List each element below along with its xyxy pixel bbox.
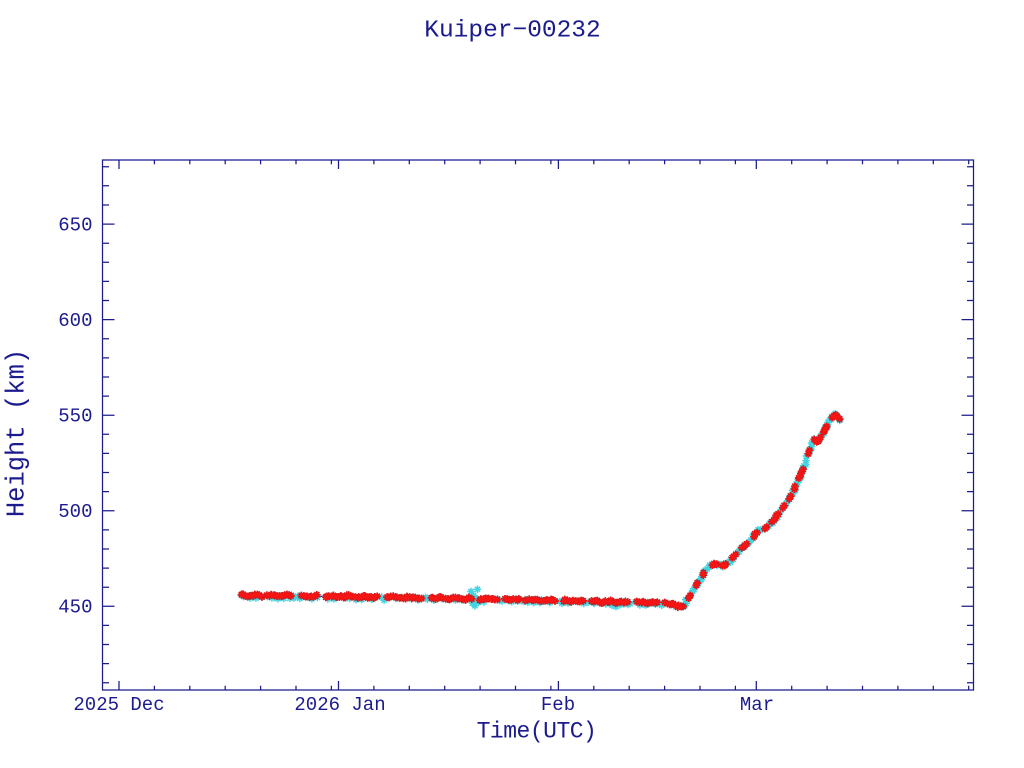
svg-text:2025 Dec: 2025 Dec bbox=[73, 694, 164, 716]
svg-text:Mar: Mar bbox=[740, 694, 774, 716]
svg-text:450: 450 bbox=[58, 597, 92, 619]
svg-text:500: 500 bbox=[58, 501, 92, 523]
svg-text:650: 650 bbox=[58, 214, 92, 236]
svg-text:Kuiper−00232: Kuiper−00232 bbox=[424, 17, 600, 44]
svg-text:Time(UTC): Time(UTC) bbox=[477, 719, 597, 745]
svg-text:Feb: Feb bbox=[541, 694, 575, 716]
svg-text:Height (km): Height (km) bbox=[3, 349, 32, 517]
svg-text:600: 600 bbox=[58, 310, 92, 332]
svg-text:550: 550 bbox=[58, 405, 92, 427]
svg-text:2026 Jan: 2026 Jan bbox=[294, 694, 385, 716]
